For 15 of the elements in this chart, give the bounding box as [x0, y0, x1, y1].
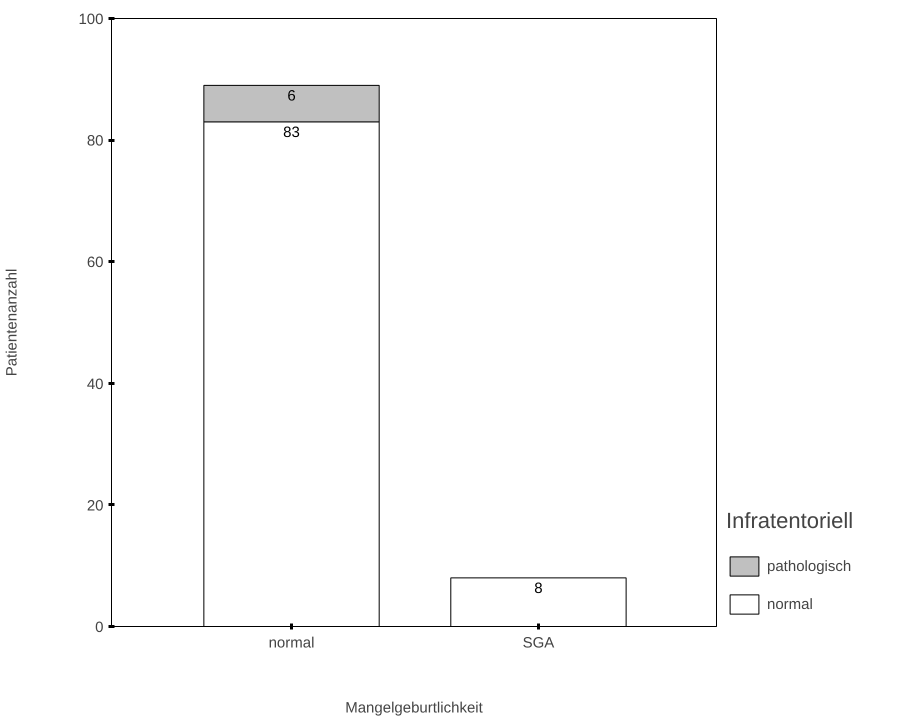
x-axis-title: Mangelgeburtlichkeit	[345, 700, 484, 716]
x-tick-label: SGA	[522, 634, 554, 652]
y-tick-label: 80	[86, 132, 104, 150]
y-tick-label: 100	[78, 11, 104, 28]
y-tick-label: 40	[86, 376, 104, 393]
y-axis-title: Patientenanzahl	[3, 268, 20, 376]
data-label: 8	[534, 580, 543, 597]
y-tick-label: 60	[86, 254, 104, 272]
y-tick-label: 0	[95, 619, 104, 636]
data-label: 6	[287, 87, 296, 104]
legend-label: pathologisch	[767, 558, 852, 574]
y-tick-label: 20	[86, 497, 104, 514]
data-label: 83	[283, 124, 300, 141]
legend-label: normal	[767, 596, 813, 612]
legend-title: Infratentoriell	[726, 508, 854, 534]
